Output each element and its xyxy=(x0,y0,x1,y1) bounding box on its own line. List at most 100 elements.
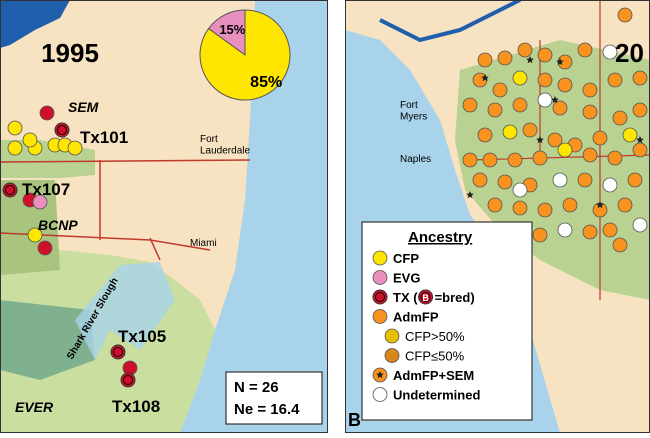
legend-label: Undetermined xyxy=(393,388,480,403)
lake xyxy=(0,0,70,48)
sample-dot xyxy=(472,172,488,188)
place-label: Tx101 xyxy=(80,128,128,147)
legend-label: CFP>50% xyxy=(405,329,465,344)
sample-dot xyxy=(497,50,513,66)
slough xyxy=(75,262,175,360)
star xyxy=(596,201,604,209)
stats-text: N = 26 xyxy=(234,379,279,396)
sample-dot xyxy=(547,132,563,148)
star xyxy=(556,58,564,66)
sample-dot xyxy=(557,142,573,158)
place-label: Fort Myers xyxy=(400,100,427,123)
sample-dot xyxy=(607,72,623,88)
legend-label: =bred) xyxy=(435,290,475,305)
sample-dot xyxy=(537,202,553,218)
star xyxy=(536,136,544,144)
sample-dot xyxy=(552,100,568,116)
place-label: SEM xyxy=(68,99,99,115)
stats-box xyxy=(225,371,323,425)
sample-dot xyxy=(532,150,548,166)
sample-dot xyxy=(622,127,638,143)
sample-dot xyxy=(512,200,528,216)
sample-dot xyxy=(32,194,48,210)
sample-dot xyxy=(607,150,623,166)
legend-label: EVG xyxy=(393,271,420,286)
roads xyxy=(0,159,251,261)
sample-dot xyxy=(477,127,493,143)
sample-dot xyxy=(612,110,628,126)
sample-dot xyxy=(517,42,533,58)
sample-dot xyxy=(612,237,628,253)
year: 20 xyxy=(615,38,644,68)
pie-label: 15% xyxy=(219,22,245,37)
legend-marker xyxy=(372,250,388,266)
legend-marker xyxy=(372,270,388,285)
sample-dot xyxy=(22,132,38,148)
legend-label: AdmFP+SEM xyxy=(393,368,474,383)
place-label: Fort Lauderdale xyxy=(200,134,250,157)
sea xyxy=(180,0,328,433)
sample-dot xyxy=(512,97,528,113)
sample-dot xyxy=(537,72,553,88)
star xyxy=(376,371,384,379)
sample-dot xyxy=(617,197,633,213)
sample-dot xyxy=(592,130,608,146)
legend-label: CFP xyxy=(393,251,419,266)
sample-dot xyxy=(522,122,538,138)
year: 1995 xyxy=(41,38,99,68)
sample-dot xyxy=(7,120,23,136)
sample-dot xyxy=(602,177,618,193)
sample-dot xyxy=(67,140,83,156)
bred-ring xyxy=(5,185,15,195)
sample-dot xyxy=(27,227,43,243)
star xyxy=(481,74,489,82)
sample-dot xyxy=(552,172,568,188)
sample-dot xyxy=(462,152,478,168)
sample-dot xyxy=(582,224,598,240)
sample-dot xyxy=(632,217,648,233)
sample-dot xyxy=(632,102,648,118)
place-label: Tx108 xyxy=(112,397,160,416)
legend-title: Ancestry xyxy=(408,229,473,246)
legend-box xyxy=(361,221,533,421)
sample-dot xyxy=(502,124,518,140)
sample-dot xyxy=(577,172,593,188)
star xyxy=(526,56,534,64)
green-area xyxy=(455,40,650,300)
sample-dot xyxy=(492,82,508,98)
pie-slice xyxy=(199,9,291,101)
legend-marker xyxy=(372,387,388,402)
sample-dot xyxy=(39,105,55,121)
sample-dot xyxy=(562,197,578,213)
star xyxy=(636,136,644,144)
legend-marker xyxy=(384,348,400,363)
place-label: Naples xyxy=(400,154,431,165)
legend-label: AdmFP xyxy=(393,310,439,325)
sample-dot xyxy=(532,227,548,243)
legend-label: CFP≤50% xyxy=(405,349,465,364)
star xyxy=(551,96,559,104)
sample-dot xyxy=(507,152,523,168)
sample-dot xyxy=(602,222,618,238)
legend-badge: B xyxy=(422,293,429,303)
bred-ring xyxy=(57,125,67,135)
bred-ring xyxy=(420,292,431,302)
sample-dot xyxy=(582,82,598,98)
sample-dot xyxy=(627,172,643,188)
legend-marker xyxy=(384,328,400,344)
bred-ring xyxy=(123,375,133,385)
sample-dot xyxy=(557,77,573,93)
sample-dot xyxy=(512,182,528,198)
sample-dot xyxy=(582,147,598,163)
sample-dot xyxy=(577,42,593,58)
sample-dot xyxy=(632,70,648,86)
sample-dot xyxy=(602,44,618,60)
sample-dot xyxy=(37,240,53,256)
sample-dot xyxy=(487,197,503,213)
legend-label: TX ( xyxy=(393,290,418,305)
sample-dot xyxy=(582,104,598,120)
place-label: Tx105 xyxy=(118,327,166,346)
bred-ring xyxy=(113,347,123,357)
sample-dot xyxy=(617,7,633,23)
panel-letter: B xyxy=(348,410,361,430)
